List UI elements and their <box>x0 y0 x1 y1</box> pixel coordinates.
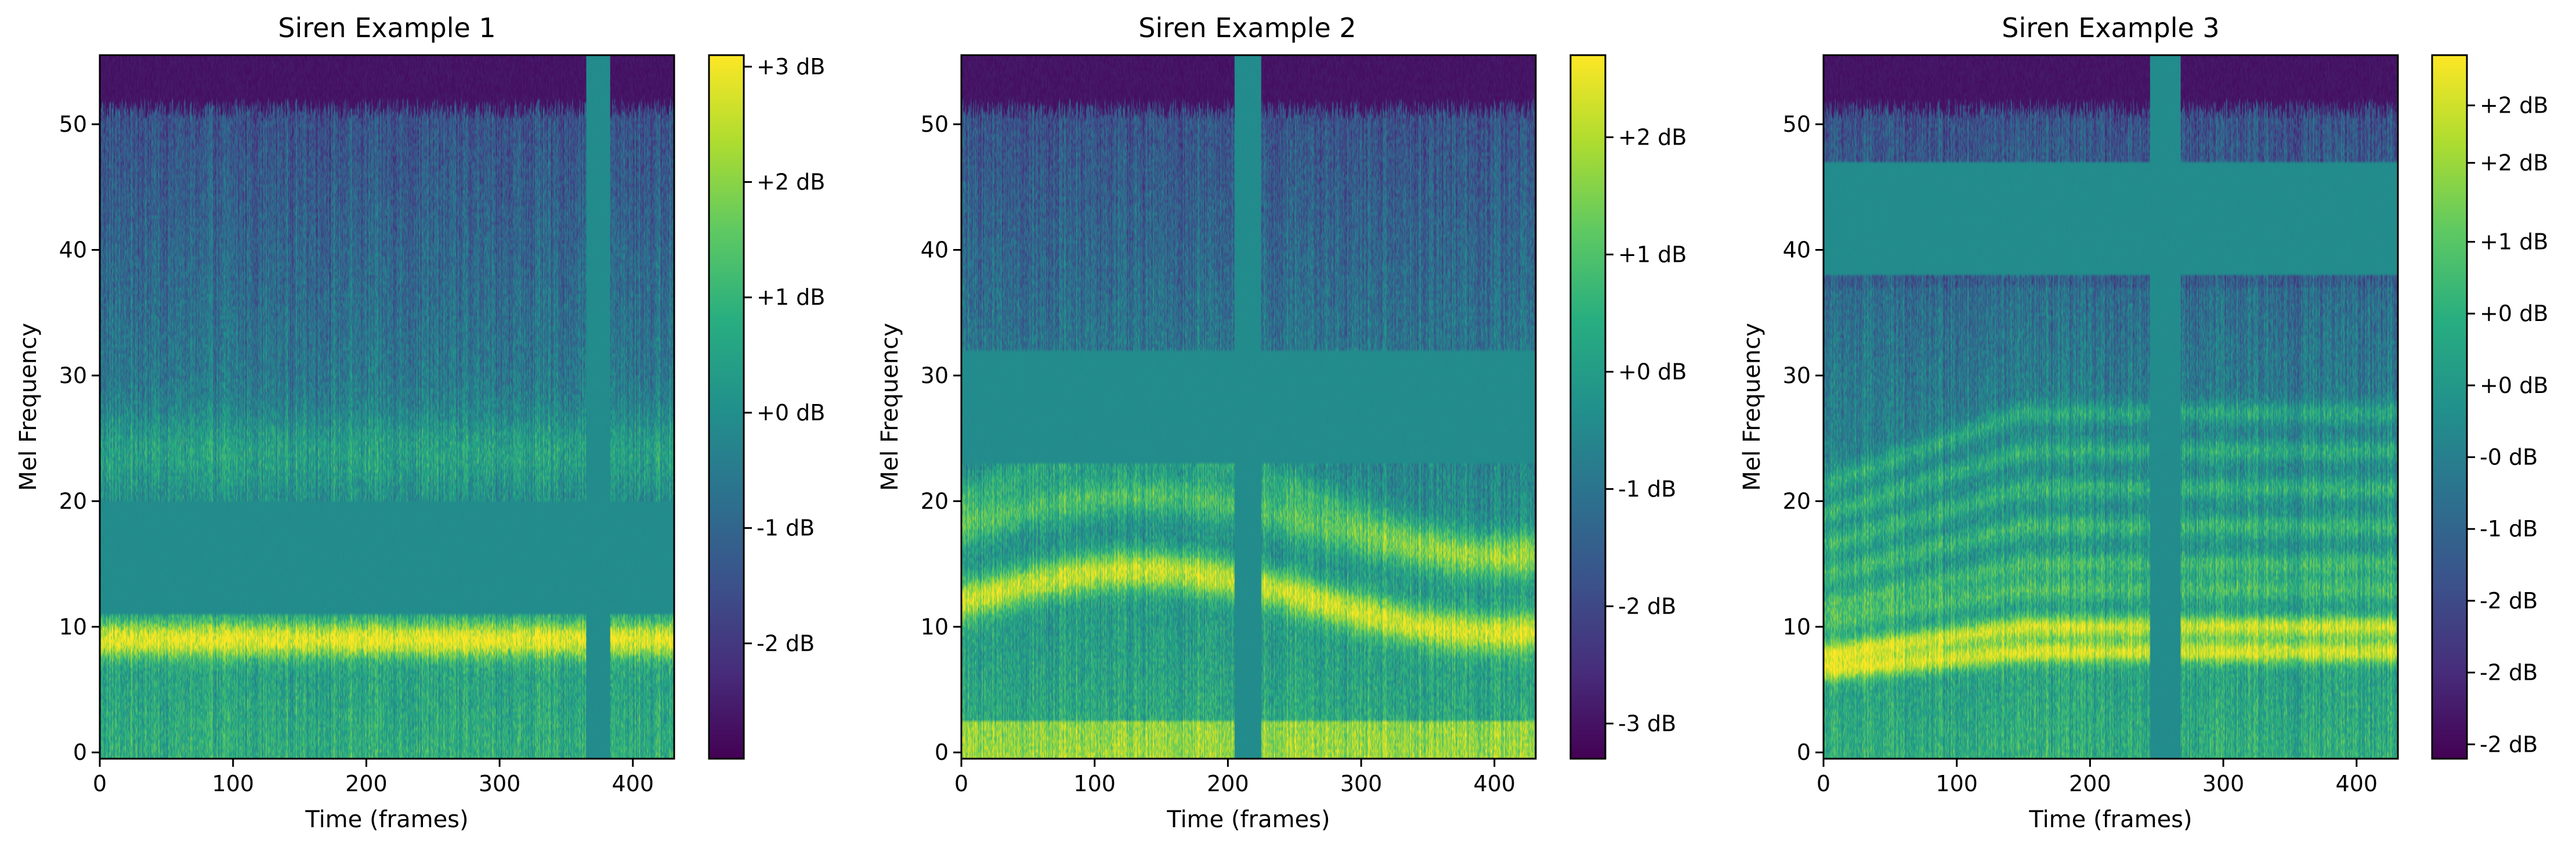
colorbar-tick-label: -3 dB <box>1618 711 1676 736</box>
colorbar-tick-label: +1 dB <box>2480 229 2548 255</box>
y-tick-label: 50 <box>921 111 949 137</box>
y-tick-label: 50 <box>59 111 87 137</box>
colorbar-tick-label: -1 dB <box>1618 476 1676 502</box>
colorbar-ticks-3: +2 dB +2 dB +1 dB +0 dB +0 dB -0 dB -1 dB -2 dB… <box>2467 93 2548 757</box>
y-tick-label: 40 <box>59 237 87 262</box>
x-ticks-1: 0 100 200 300 400 <box>93 759 654 796</box>
panel-1: Siren Example 1 0 100 200 300 400 0 10 20 30 40 5… <box>15 12 825 833</box>
y-tick-label: 0 <box>73 740 87 765</box>
y-axis-label-1: Mel Frequency <box>15 323 42 491</box>
colorbar-tick-label: +3 dB <box>757 54 825 80</box>
colorbar-tick-label: -2 dB <box>2480 588 2538 614</box>
y-tick-label: 20 <box>1783 488 1811 514</box>
y-tick-label: 50 <box>1783 111 1811 137</box>
x-tick-label: 100 <box>1935 771 1978 796</box>
x-ticks-3: 0 100 200 300 400 <box>1817 759 2378 796</box>
x-tick-label: 100 <box>212 771 254 796</box>
y-tick-label: 40 <box>921 237 949 262</box>
x-tick-label: 400 <box>2336 771 2378 796</box>
colorbar-tick-label: -0 dB <box>2480 445 2538 470</box>
chart-title-2: Siren Example 2 <box>1138 12 1356 44</box>
y-tick-label: 10 <box>59 614 87 640</box>
y-axis-label-2: Mel Frequency <box>877 323 903 491</box>
plot-frame-2 <box>960 54 1537 760</box>
x-axis-label-3: Time (frames) <box>2028 806 2192 833</box>
plot-frame-1 <box>99 54 675 760</box>
y-axis-label-3: Mel Frequency <box>1739 323 1765 491</box>
x-tick-label: 0 <box>954 771 968 796</box>
colorbar-3 <box>2431 54 2468 760</box>
colorbar-tick-label: -1 dB <box>757 515 815 541</box>
y-tick-label: 30 <box>59 363 87 388</box>
colorbar-tick-label: +2 dB <box>2480 93 2548 118</box>
chart-title-1: Siren Example 1 <box>278 12 495 44</box>
x-tick-label: 0 <box>1817 771 1830 796</box>
spectrogram-1 <box>100 55 674 759</box>
y-tick-label: 30 <box>921 363 949 388</box>
x-tick-label: 400 <box>1474 771 1516 796</box>
colorbar-tick-label: +0 dB <box>1618 359 1687 384</box>
colorbar-tick-label: +1 dB <box>757 284 825 310</box>
colorbar-1 <box>708 54 745 760</box>
panel-2: Siren Example 2 0 100 200 300 400 0 10 20 30 40 5… <box>877 12 1687 833</box>
panel-3: Siren Example 3 0 100 200 300 400 0 10 20 30 40 5… <box>1739 12 2548 833</box>
x-ticks-2: 0 100 200 300 400 <box>954 759 1515 796</box>
colorbar-tick-label: -2 dB <box>2480 731 2538 757</box>
colorbar-tick-label: +2 dB <box>1618 124 1687 150</box>
y-ticks-1: 0 10 20 30 40 50 <box>59 111 100 765</box>
y-tick-label: 30 <box>1783 363 1811 388</box>
spectrogram-2 <box>961 55 1536 759</box>
x-tick-label: 300 <box>479 771 521 796</box>
x-tick-label: 200 <box>2069 771 2111 796</box>
y-tick-label: 0 <box>935 740 949 765</box>
x-axis-label-2: Time (frames) <box>1166 806 1330 833</box>
colorbar-tick-label: +1 dB <box>1618 241 1687 267</box>
colorbar-2 <box>1569 54 1607 760</box>
colorbar-tick-label: +0 dB <box>757 400 825 426</box>
colorbar-ticks-2: +2 dB +1 dB +0 dB -1 dB -2 dB -3 dB <box>1605 124 1687 736</box>
y-ticks-2: 0 10 20 30 40 50 <box>921 111 961 765</box>
colorbar-tick-label: -1 dB <box>2480 516 2538 542</box>
colorbar-tick-label: -2 dB <box>1618 593 1676 619</box>
y-tick-label: 20 <box>921 488 949 514</box>
y-tick-label: 10 <box>1783 614 1811 640</box>
x-axis-label-1: Time (frames) <box>305 806 468 833</box>
x-tick-label: 200 <box>345 771 388 796</box>
colorbar-ticks-1: +3 dB +2 dB +1 dB +0 dB -1 dB -2 dB <box>744 54 825 656</box>
x-tick-label: 100 <box>1073 771 1116 796</box>
x-tick-label: 300 <box>1340 771 1383 796</box>
x-tick-label: 300 <box>2202 771 2245 796</box>
y-ticks-3: 0 10 20 30 40 50 <box>1783 111 1824 765</box>
colorbar-tick-label: -2 dB <box>757 630 815 656</box>
x-tick-label: 0 <box>93 771 107 796</box>
y-tick-label: 0 <box>1797 740 1811 765</box>
spectrogram-3 <box>1824 55 2398 759</box>
x-tick-label: 400 <box>612 771 654 796</box>
colorbar-tick-label: +2 dB <box>757 170 825 195</box>
colorbar-tick-label: -2 dB <box>2480 660 2538 686</box>
colorbar-tick-label: +2 dB <box>2480 150 2548 176</box>
y-tick-label: 20 <box>59 488 87 514</box>
chart-title-3: Siren Example 3 <box>2002 12 2219 44</box>
y-tick-label: 40 <box>1783 237 1811 262</box>
colorbar-tick-label: +0 dB <box>2480 373 2548 398</box>
y-tick-label: 10 <box>921 614 949 640</box>
plot-frame-3 <box>1822 54 2399 760</box>
x-tick-label: 200 <box>1207 771 1249 796</box>
colorbar-tick-label: +0 dB <box>2480 301 2548 326</box>
